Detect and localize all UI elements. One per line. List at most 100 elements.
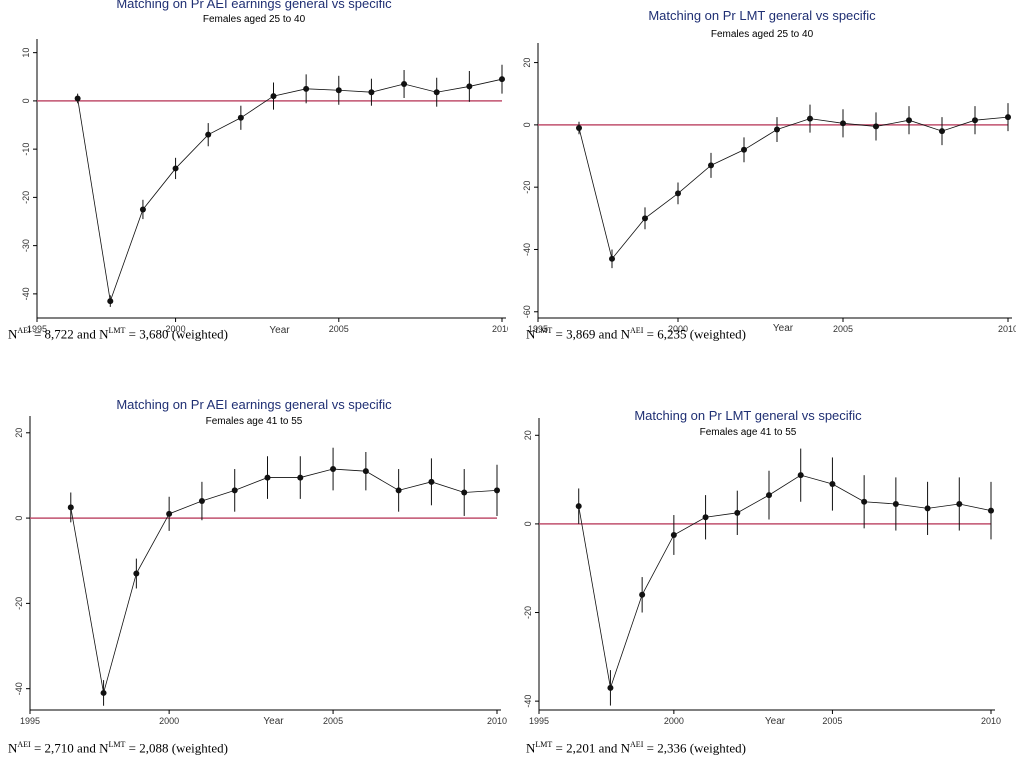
data-point — [609, 255, 615, 262]
y-tick-label: 0 — [21, 98, 31, 103]
y-tick-label: 20 — [522, 58, 532, 68]
data-point — [368, 89, 375, 96]
data-point — [797, 472, 804, 479]
data-point — [198, 498, 205, 505]
plot-area: 20 0 -20 -40 1995 2000 2005 2010 — [523, 418, 1001, 726]
data-point — [335, 87, 342, 94]
x-tick-label: 2005 — [323, 716, 343, 726]
data-point — [395, 487, 402, 494]
y-tick-label: 20 — [523, 430, 533, 440]
data-point — [166, 510, 173, 517]
data-point — [461, 489, 468, 496]
x-tick-label: 2005 — [822, 716, 842, 726]
data-point — [575, 503, 582, 510]
series-line — [77, 78, 503, 302]
chart-title: Matching on Pr AEI earnings general vs s… — [116, 397, 392, 412]
chart-panel-1: Matching on Pr AEI earnings general vs s… — [0, 0, 508, 342]
data-point — [231, 487, 238, 494]
data-point — [205, 131, 212, 138]
note-sup2: LMT — [108, 326, 126, 335]
y-tick-label: -60 — [522, 305, 532, 318]
note-v1: = 2,201 and — [552, 740, 621, 756]
y-tick-label: 10 — [21, 48, 31, 58]
data-point — [988, 507, 994, 514]
note-n1: N — [526, 740, 536, 756]
note-sup1: AEI — [17, 740, 31, 749]
data-point — [939, 128, 945, 135]
data-point — [264, 474, 271, 481]
x-tick-label: 1995 — [27, 324, 47, 334]
chart-subtitle: Females aged 25 to 40 — [203, 14, 306, 25]
y-tick-label: -30 — [21, 239, 31, 252]
note-v2: = 6,235 (weighted) — [643, 326, 747, 342]
plot-area: 20 0 -20 -40 1995 2000 2005 2010 — [14, 416, 507, 726]
data-point — [670, 531, 677, 538]
x-axis-label: Year — [263, 716, 284, 727]
data-point — [642, 215, 648, 222]
chart-1: Matching on Pr AEI earnings general vs s… — [21, 0, 508, 336]
data-point — [766, 492, 772, 499]
chart-2: Matching on Pr LMT general vs specific F… — [522, 8, 1016, 334]
y-tick-label: 20 — [14, 428, 24, 438]
data-point — [172, 165, 179, 172]
data-point — [297, 474, 304, 481]
data-point — [840, 120, 846, 127]
x-tick-label: 2000 — [664, 716, 684, 726]
x-tick-label: 2005 — [833, 324, 853, 334]
x-axis-label: Year — [269, 325, 290, 336]
data-point — [906, 117, 912, 124]
x-tick-label: 2000 — [166, 324, 186, 334]
y-tick-label: -20 — [21, 191, 31, 204]
data-point — [133, 570, 140, 577]
sample-size-note-2: NLMT = 3,869 and NAEI = 6,235 (weighted) — [526, 326, 746, 342]
y-tick-label: -10 — [21, 143, 31, 156]
x-axis-label: Year — [765, 716, 786, 727]
note-v2: = 2,088 (weighted) — [125, 740, 229, 756]
note-sup2: AEI — [630, 740, 644, 749]
y-tick-label: -20 — [523, 606, 533, 619]
chart-4: Matching on Pr LMT general vs specific F… — [523, 408, 1001, 727]
chart-panel-3: Matching on Pr AEI earnings general vs s… — [0, 370, 508, 742]
x-tick-label: 2000 — [668, 324, 688, 334]
chart-title: Matching on Pr LMT general vs specific — [648, 8, 876, 23]
data-point — [499, 76, 505, 83]
y-tick-label: 0 — [14, 516, 24, 521]
data-point — [100, 689, 107, 696]
data-point — [956, 500, 963, 507]
y-tick-label: -20 — [522, 181, 532, 194]
data-point — [401, 81, 408, 88]
data-point — [708, 162, 714, 169]
note-v1: = 3,869 and — [552, 326, 621, 342]
sample-size-note-3: NAEI = 2,710 and NLMT = 2,088 (weighted) — [8, 740, 228, 756]
note-v2: = 2,336 (weighted) — [643, 740, 747, 756]
y-tick-label: 0 — [523, 521, 533, 526]
plot-area: 10 0 -10 -20 -30 -40 1995 2000 2005 2010 — [21, 39, 508, 334]
data-point — [829, 481, 836, 488]
note-n1: N — [8, 740, 18, 756]
x-tick-label: 2010 — [981, 716, 1001, 726]
chart-subtitle: Females age 41 to 55 — [700, 427, 797, 438]
y-tick-label: 0 — [522, 122, 532, 127]
data-point — [639, 591, 646, 598]
x-axis-label: Year — [773, 323, 794, 334]
chart-title: Matching on Pr AEI earnings general vs s… — [116, 0, 392, 11]
note-n2: N — [99, 326, 109, 342]
data-point — [107, 298, 114, 305]
plot-area: 20 0 -20 -40 -60 1995 2000 2005 2010 — [522, 43, 1016, 334]
y-tick-label: -20 — [14, 597, 24, 610]
note-v1: = 8,722 and — [30, 326, 100, 342]
note-n2: N — [620, 326, 631, 342]
chart-panel-4: Matching on Pr LMT general vs specific F… — [508, 370, 1016, 742]
data-point — [892, 500, 899, 507]
x-tick-label: 1995 — [528, 324, 548, 334]
series-line — [578, 116, 1009, 260]
data-point — [139, 206, 146, 213]
data-point — [972, 117, 978, 124]
data-point — [873, 123, 879, 130]
data-point — [433, 89, 440, 96]
data-point — [428, 478, 435, 485]
data-point — [607, 684, 614, 691]
chart-title: Matching on Pr LMT general vs specific — [634, 408, 862, 423]
note-v2: = 3,680 (weighted) — [125, 326, 229, 342]
x-tick-label: 2010 — [487, 716, 507, 726]
